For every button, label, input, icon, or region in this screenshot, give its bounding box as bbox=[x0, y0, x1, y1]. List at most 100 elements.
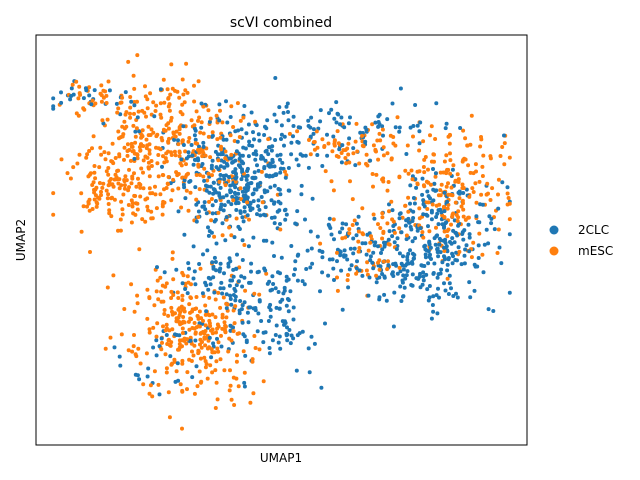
data-point-2clc bbox=[286, 118, 291, 123]
data-point-2clc bbox=[435, 250, 440, 255]
data-point-mesc bbox=[154, 103, 159, 108]
data-point-mesc bbox=[120, 124, 125, 129]
data-point-mesc bbox=[218, 305, 223, 310]
data-point-2clc bbox=[117, 354, 122, 359]
data-point-mesc bbox=[318, 241, 323, 246]
data-point-mesc bbox=[113, 156, 118, 160]
data-point-2clc bbox=[278, 157, 282, 162]
data-point-mesc bbox=[200, 154, 205, 159]
data-point-2clc bbox=[233, 289, 238, 293]
data-point-mesc bbox=[135, 53, 140, 58]
data-point-2clc bbox=[365, 232, 370, 237]
data-point-2clc bbox=[414, 185, 419, 190]
data-point-mesc bbox=[488, 156, 493, 161]
data-point-2clc bbox=[296, 140, 301, 145]
data-point-mesc bbox=[118, 217, 123, 222]
data-point-mesc bbox=[360, 206, 365, 211]
data-point-mesc bbox=[354, 121, 359, 126]
data-point-mesc bbox=[371, 184, 375, 189]
data-point-2clc bbox=[255, 163, 259, 168]
data-point-mesc bbox=[151, 100, 156, 105]
data-point-2clc bbox=[208, 184, 213, 189]
data-point-mesc bbox=[421, 183, 426, 188]
data-point-2clc bbox=[289, 244, 294, 248]
data-point-2clc bbox=[320, 164, 325, 168]
data-point-mesc bbox=[198, 337, 203, 342]
data-point-mesc bbox=[283, 169, 287, 174]
data-point-mesc bbox=[160, 138, 165, 143]
data-point-mesc bbox=[106, 192, 111, 197]
data-point-2clc bbox=[464, 243, 469, 248]
data-point-mesc bbox=[132, 86, 137, 91]
data-point-mesc bbox=[223, 156, 228, 161]
data-point-mesc bbox=[386, 242, 391, 247]
data-point-2clc bbox=[439, 267, 444, 272]
data-point-2clc bbox=[354, 266, 359, 271]
data-point-2clc bbox=[303, 217, 307, 222]
data-point-mesc bbox=[460, 186, 465, 190]
data-point-2clc bbox=[507, 290, 512, 295]
data-point-2clc bbox=[206, 225, 210, 230]
data-point-mesc bbox=[158, 101, 163, 106]
data-point-mesc bbox=[120, 95, 125, 100]
data-point-2clc bbox=[253, 157, 258, 162]
data-point-2clc bbox=[489, 221, 494, 226]
data-point-2clc bbox=[227, 256, 232, 261]
data-point-mesc bbox=[397, 226, 402, 231]
data-point-mesc bbox=[390, 217, 395, 222]
data-point-2clc bbox=[275, 153, 280, 158]
data-point-mesc bbox=[125, 153, 130, 158]
data-point-mesc bbox=[135, 301, 140, 306]
data-point-2clc bbox=[442, 190, 447, 195]
data-point-2clc bbox=[423, 255, 428, 260]
data-point-2clc bbox=[286, 277, 291, 282]
data-point-2clc bbox=[338, 122, 342, 127]
data-point-mesc bbox=[215, 346, 220, 351]
data-point-2clc bbox=[251, 130, 255, 135]
data-point-mesc bbox=[339, 151, 344, 155]
data-point-mesc bbox=[207, 318, 212, 323]
data-point-mesc bbox=[360, 143, 365, 148]
x-axis-label: UMAP1 bbox=[260, 451, 302, 465]
data-point-2clc bbox=[312, 341, 317, 346]
data-point-2clc bbox=[351, 146, 356, 151]
data-point-mesc bbox=[371, 143, 376, 148]
data-point-mesc bbox=[134, 354, 139, 359]
data-point-2clc bbox=[240, 258, 245, 262]
data-point-2clc bbox=[263, 205, 268, 210]
data-point-mesc bbox=[206, 171, 211, 176]
data-point-mesc bbox=[180, 102, 185, 107]
data-point-mesc bbox=[201, 104, 206, 109]
data-point-2clc bbox=[410, 219, 415, 223]
data-point-2clc bbox=[266, 319, 271, 323]
data-point-mesc bbox=[128, 111, 132, 116]
data-point-2clc bbox=[435, 233, 440, 238]
data-point-2clc bbox=[234, 266, 239, 271]
data-point-2clc bbox=[282, 288, 287, 293]
data-point-mesc bbox=[241, 349, 246, 354]
data-point-mesc bbox=[430, 202, 435, 207]
data-point-mesc bbox=[203, 343, 208, 348]
data-point-2clc bbox=[239, 274, 244, 279]
data-point-mesc bbox=[231, 125, 236, 129]
data-point-2clc bbox=[190, 375, 195, 380]
data-point-mesc bbox=[479, 137, 484, 142]
data-point-mesc bbox=[201, 318, 205, 323]
data-point-2clc bbox=[220, 291, 225, 296]
data-point-2clc bbox=[390, 101, 395, 106]
data-point-mesc bbox=[371, 212, 376, 217]
data-point-mesc bbox=[162, 160, 167, 165]
data-point-mesc bbox=[456, 209, 461, 214]
data-point-2clc bbox=[282, 285, 287, 290]
data-point-mesc bbox=[176, 296, 181, 300]
data-point-mesc bbox=[266, 137, 271, 142]
data-point-2clc bbox=[502, 133, 506, 138]
data-point-2clc bbox=[395, 236, 400, 241]
data-point-mesc bbox=[119, 199, 124, 204]
data-point-mesc bbox=[356, 239, 361, 244]
data-point-2clc bbox=[133, 372, 138, 377]
data-point-mesc bbox=[446, 181, 450, 186]
data-point-2clc bbox=[327, 257, 332, 262]
data-point-2clc bbox=[203, 280, 208, 285]
data-point-mesc bbox=[442, 249, 447, 253]
